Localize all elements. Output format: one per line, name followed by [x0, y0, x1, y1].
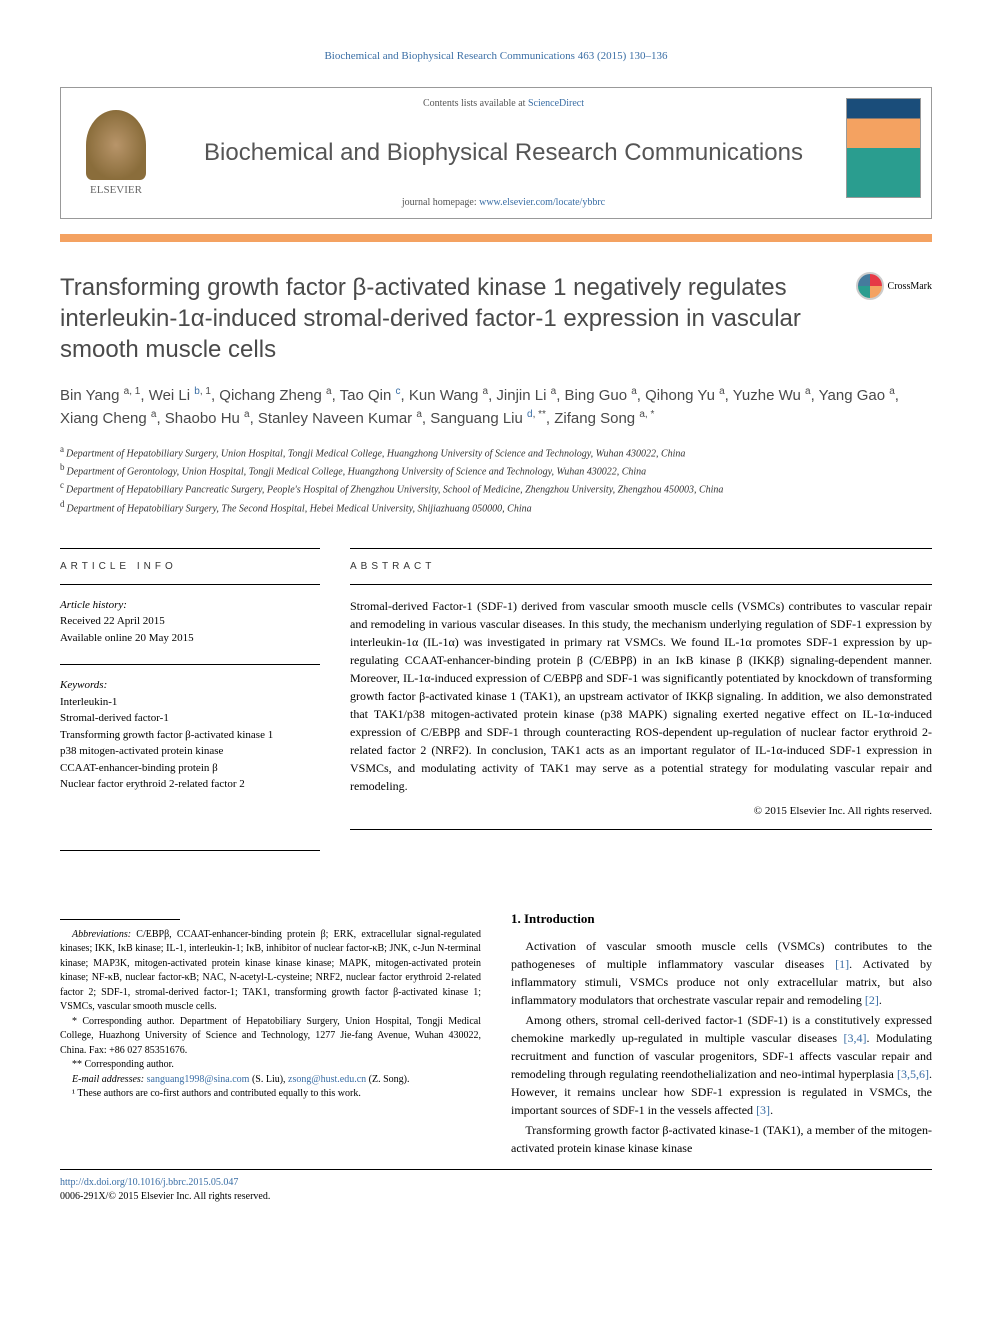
- footer-info: http://dx.doi.org/10.1016/j.bbrc.2015.05…: [60, 1176, 932, 1204]
- abbreviations: Abbreviations: C/EBPβ, CCAAT-enhancer-bi…: [60, 928, 481, 1015]
- journal-cover-thumbnail: [846, 98, 921, 198]
- affiliation-d: dDepartment of Hepatobiliary Surgery, Th…: [60, 498, 932, 516]
- journal-name: Biochemical and Biophysical Research Com…: [171, 139, 836, 167]
- abstract-head: ABSTRACT: [350, 561, 932, 572]
- keywords-label: Keywords:: [60, 677, 320, 694]
- corresponding-2: ** Corresponding author.: [60, 1058, 481, 1073]
- keyword: p38 mitogen-activated protein kinase: [60, 743, 320, 760]
- journal-homepage: journal homepage: www.elsevier.com/locat…: [171, 197, 836, 208]
- contribution-note: ¹ These authors are co-first authors and…: [60, 1087, 481, 1102]
- keywords-block: Keywords: Interleukin-1 Stromal-derived …: [60, 677, 320, 793]
- crossmark-icon: [856, 272, 884, 300]
- elsevier-tree-icon: [86, 110, 146, 180]
- article-history: Article history: Received 22 April 2015 …: [60, 597, 320, 647]
- abstract-text: Stromal-derived Factor-1 (SDF-1) derived…: [350, 597, 932, 795]
- corresponding-1: * Corresponding author. Department of He…: [60, 1015, 481, 1059]
- ref-link[interactable]: [3,4]: [844, 1031, 867, 1045]
- keyword: CCAAT-enhancer-binding protein β: [60, 760, 320, 777]
- keyword: Interleukin-1: [60, 694, 320, 711]
- crossmark-label: CrossMark: [888, 281, 932, 292]
- sciencedirect-link[interactable]: ScienceDirect: [528, 98, 584, 109]
- keyword: Transforming growth factor β-activated k…: [60, 727, 320, 744]
- introduction-text: Activation of vascular smooth muscle cel…: [511, 937, 932, 1157]
- issn-line: 0006-291X/© 2015 Elsevier Inc. All right…: [60, 1190, 932, 1204]
- keyword: Nuclear factor erythroid 2-related facto…: [60, 776, 320, 793]
- elsevier-text: ELSEVIER: [90, 184, 142, 196]
- history-received: Received 22 April 2015: [60, 613, 320, 630]
- info-abstract-row: ARTICLE INFO Article history: Received 2…: [60, 536, 932, 842]
- footer-rule: [60, 1169, 932, 1170]
- keyword: Stromal-derived factor-1: [60, 710, 320, 727]
- title-row: Transforming growth factor β-activated k…: [60, 272, 932, 366]
- page: Biochemical and Biophysical Research Com…: [0, 0, 992, 1254]
- body-col-right: 1. Introduction Activation of vascular s…: [511, 911, 932, 1159]
- homepage-prefix: journal homepage:: [402, 197, 479, 208]
- abstract-copyright: © 2015 Elsevier Inc. All rights reserved…: [350, 805, 932, 817]
- article-info-col: ARTICLE INFO Article history: Received 2…: [60, 536, 320, 842]
- ref-link[interactable]: [3]: [756, 1103, 770, 1117]
- journal-header: ELSEVIER Contents lists available at Sci…: [60, 87, 932, 219]
- ref-link[interactable]: [2]: [865, 993, 879, 1007]
- header-center: Contents lists available at ScienceDirec…: [171, 88, 836, 218]
- affiliation-c: cDepartment of Hepatobiliary Pancreatic …: [60, 479, 932, 497]
- body-col-left: Abbreviations: C/EBPβ, CCAAT-enhancer-bi…: [60, 911, 481, 1159]
- intro-p3: Transforming growth factor β-activated k…: [511, 1121, 932, 1157]
- affiliation-a: aDepartment of Hepatobiliary Surgery, Un…: [60, 443, 932, 461]
- contents-prefix: Contents lists available at: [423, 98, 528, 109]
- ref-link[interactable]: [1]: [835, 957, 849, 971]
- email-link-1[interactable]: sanguang1998@sina.com: [147, 1074, 250, 1085]
- authors: Bin Yang a, 1, Wei Li b, 1, Qichang Zhen…: [60, 384, 932, 431]
- affiliation-b: bDepartment of Gerontology, Union Hospit…: [60, 461, 932, 479]
- introduction-head: 1. Introduction: [511, 911, 932, 927]
- footnotes: Abbreviations: C/EBPβ, CCAAT-enhancer-bi…: [60, 928, 481, 1102]
- article-info-head: ARTICLE INFO: [60, 561, 320, 572]
- crossmark-badge[interactable]: CrossMark: [856, 272, 932, 300]
- intro-p2: Among others, stromal cell-derived facto…: [511, 1011, 932, 1119]
- keywords-list: Interleukin-1 Stromal-derived factor-1 T…: [60, 694, 320, 793]
- contents-lists: Contents lists available at ScienceDirec…: [171, 98, 836, 109]
- intro-p1: Activation of vascular smooth muscle cel…: [511, 937, 932, 1009]
- history-online: Available online 20 May 2015: [60, 630, 320, 647]
- article-title: Transforming growth factor β-activated k…: [60, 272, 836, 366]
- email-link-2[interactable]: zsong@hust.edu.cn: [288, 1074, 366, 1085]
- accent-bar: [60, 234, 932, 242]
- doi-link[interactable]: http://dx.doi.org/10.1016/j.bbrc.2015.05…: [60, 1177, 238, 1188]
- running-head: Biochemical and Biophysical Research Com…: [60, 50, 932, 62]
- abstract-col: ABSTRACT Stromal-derived Factor-1 (SDF-1…: [350, 536, 932, 842]
- emails: E-mail addresses: sanguang1998@sina.com …: [60, 1073, 481, 1088]
- history-label: Article history:: [60, 597, 320, 614]
- ref-link[interactable]: [3,5,6]: [897, 1067, 929, 1081]
- elsevier-logo: ELSEVIER: [71, 98, 161, 208]
- body-columns: Abbreviations: C/EBPβ, CCAAT-enhancer-bi…: [60, 911, 932, 1159]
- homepage-link[interactable]: www.elsevier.com/locate/ybbrc: [479, 197, 605, 208]
- affiliations: aDepartment of Hepatobiliary Surgery, Un…: [60, 443, 932, 516]
- info-rule: [60, 850, 320, 851]
